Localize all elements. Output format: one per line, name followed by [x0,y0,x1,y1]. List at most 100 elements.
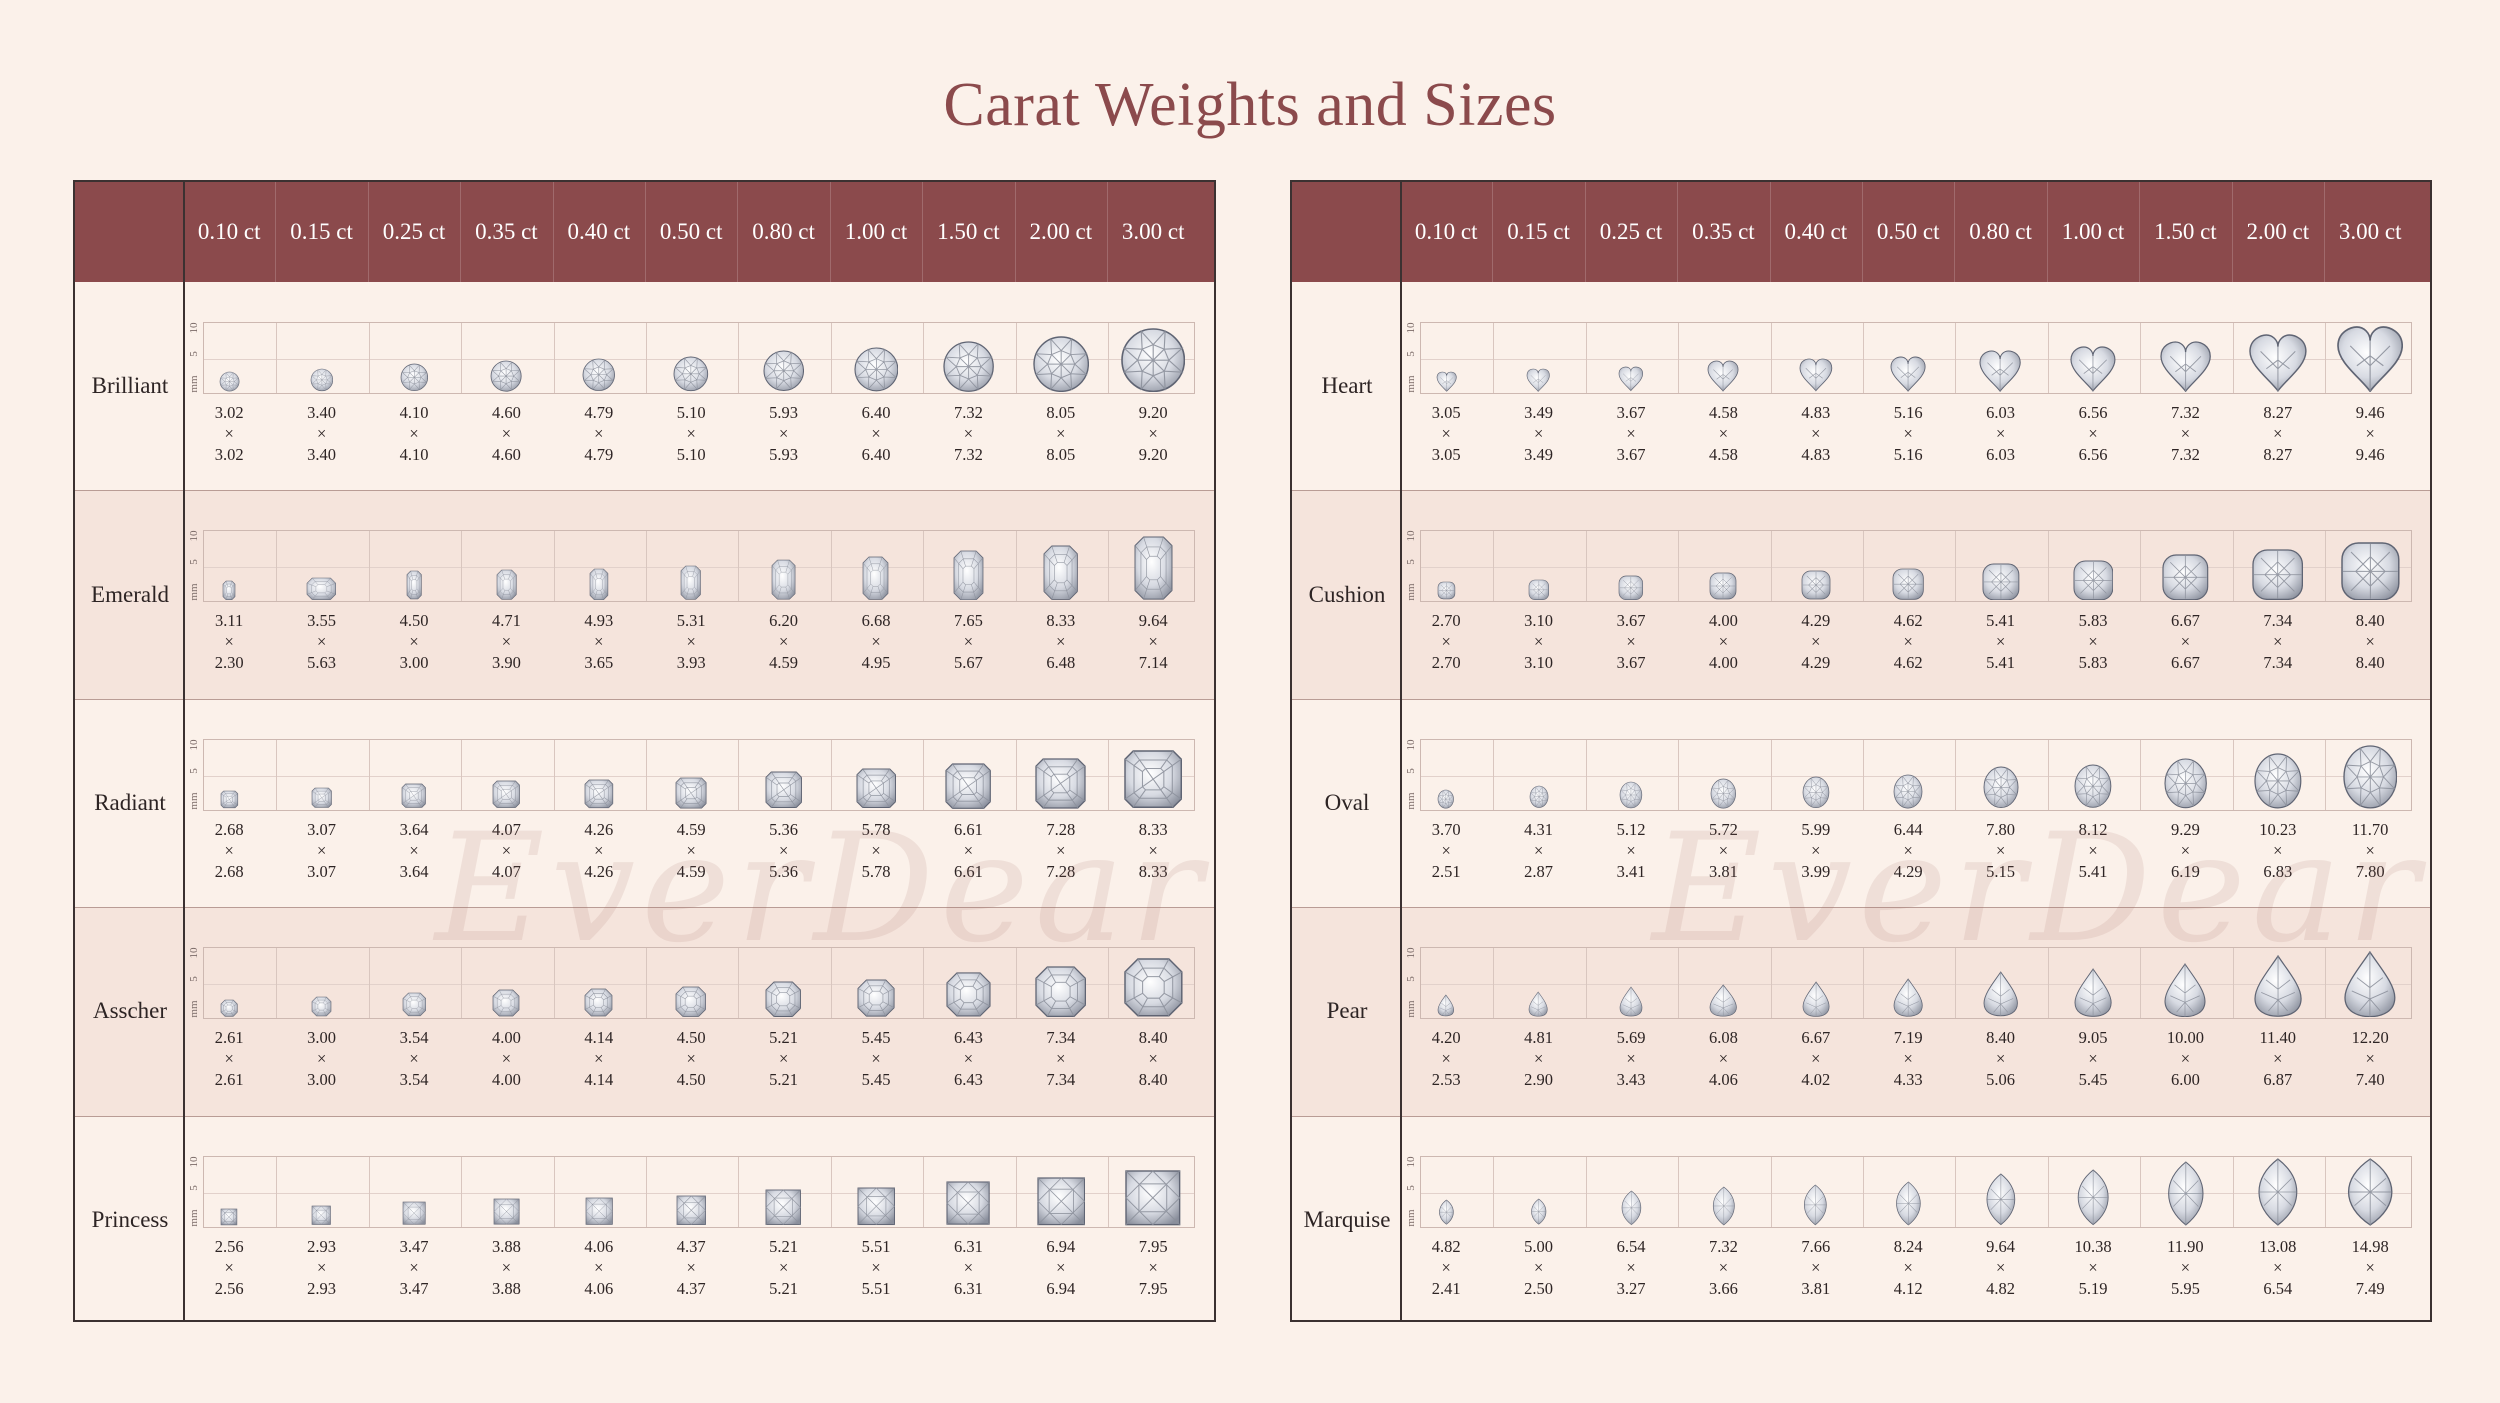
times-sign: × [594,840,604,860]
header-divider [1492,182,1494,282]
radiant-diamond-icon [856,768,896,809]
size-label: 6.40 × 6.40 [830,402,922,465]
size-label: 8.05 × 8.05 [1015,402,1107,465]
size-label: 8.40 × 5.06 [1955,1027,2047,1090]
oval-diamond-icon [1802,776,1830,809]
grid-column-line [553,1156,555,1227]
asscher-diamond-icon [311,996,332,1017]
shape-name: Brilliant [91,373,169,399]
size-width: 6.00 [2170,1070,2200,1090]
size-length: 2.93 [307,1236,337,1256]
times-sign: × [594,1049,604,1069]
size-length: 3.47 [399,1236,429,1256]
size-length: 5.10 [676,403,706,422]
size-width: 4.12 [1893,1278,1923,1298]
times-sign: × [1626,1049,1636,1069]
times-sign: × [686,840,696,860]
size-label: 3.67 × 3.67 [1585,402,1677,465]
times-sign: × [1533,424,1544,443]
row-divider [75,907,1214,909]
size-length: 3.11 [215,611,244,631]
size-label: 8.33 × 6.48 [1015,610,1107,673]
size-width: 7.40 [2355,1070,2385,1090]
carat-header-1-50-ct: 1.50 ct [937,219,1000,244]
times-sign: × [1718,424,1729,443]
grid-column-line [1108,739,1109,810]
size-length: 5.41 [1986,611,2016,631]
times-sign: × [686,632,696,652]
emerald-diamond-icon [681,565,702,600]
size-length: 7.28 [1046,819,1076,839]
size-length: 6.68 [861,611,891,631]
size-width: 2.61 [214,1070,244,1090]
row-divider [1292,490,2430,492]
axis-tick-10: 10 [1405,322,1417,334]
axis-tick-5: 5 [188,351,200,357]
size-width: 5.95 [2170,1278,2200,1298]
princess-diamond-icon [585,1197,613,1225]
times-sign: × [224,1257,234,1277]
size-label: 7.32 × 7.32 [2139,402,2231,465]
grid-column-line [738,323,740,393]
asscher-diamond-icon [676,986,707,1017]
size-length: 4.59 [676,819,706,839]
size-label: 3.47 × 3.47 [368,1236,460,1299]
grid-column-line [1108,323,1109,393]
grid-column-line [2140,531,2142,602]
size-label: 5.83 × 5.83 [2047,610,2139,673]
shape-name: Pear [1326,998,1368,1024]
axis-unit: mm [1405,792,1417,810]
times-sign: × [1811,840,1821,860]
size-length: 6.67 [2170,611,2200,631]
size-width: 4.06 [1708,1070,1738,1090]
shape-name: Radiant [94,789,166,815]
size-label: 11.70 × 7.80 [2324,819,2416,882]
header-divider [1584,182,1586,282]
size-label: 5.78 × 5.78 [830,819,922,882]
left-size-table: 0.10 ct 0.15 ct 0.25 ct 0.35 ct 0.40 ct 0.50 … [73,180,1216,1322]
size-label: 7.19 × 4.33 [1862,1027,1954,1090]
size-length: 4.26 [584,819,614,839]
times-sign: × [1441,1257,1451,1277]
princess-diamond-icon [946,1181,991,1226]
heart-diamond-icon [1707,360,1739,392]
round-diamond-icon [490,360,522,392]
asscher-diamond-icon [946,972,991,1017]
times-sign: × [2365,1257,2375,1277]
times-sign: × [1903,632,1913,652]
size-label: 2.61 × 2.61 [183,1027,275,1090]
radiant-diamond-icon [584,779,614,809]
axis-tick-10: 10 [188,947,200,959]
grid-column-line [1770,1156,1772,1227]
size-label: 4.07 × 4.07 [460,819,552,882]
grid-column-line [738,1156,740,1227]
size-width: 5.16 [1893,445,1923,464]
axis-unit: mm [1405,1209,1417,1227]
size-label: 8.33 × 8.33 [1107,819,1199,882]
size-length: 6.31 [953,1236,983,1256]
size-width: 6.54 [2263,1278,2293,1298]
size-length: 5.83 [2078,611,2108,631]
carat-header-0-40-ct: 0.40 ct [567,219,631,244]
size-width: 4.59 [676,861,706,881]
size-length: 7.32 [953,403,983,422]
size-width: 7.80 [2355,861,2385,881]
axis-tick-10: 10 [1405,739,1417,751]
size-width: 3.41 [1616,861,1646,881]
size-width: 4.33 [1893,1070,1923,1090]
grid-column-line [2325,1156,2326,1227]
size-label: 5.99 × 3.99 [1770,819,1862,882]
size-label: 7.80 × 5.15 [1955,819,2047,882]
times-sign: × [1148,1257,1158,1277]
emerald-diamond-icon [863,556,889,600]
mm-axis: 10 5 mm [1402,526,1420,606]
mm-axis: 10 5 mm [185,943,203,1023]
carat-header-0-25-ct: 0.25 ct [1599,219,1663,244]
size-label: 3.11 × 2.30 [183,610,275,673]
size-width: 9.20 [1138,445,1168,464]
size-length: 6.03 [1986,403,2016,422]
size-label: 9.20 × 9.20 [1107,402,1199,465]
times-sign: × [2180,424,2191,443]
heart-diamond-icon [1618,366,1644,392]
size-label: 3.54 × 3.54 [368,1027,460,1090]
